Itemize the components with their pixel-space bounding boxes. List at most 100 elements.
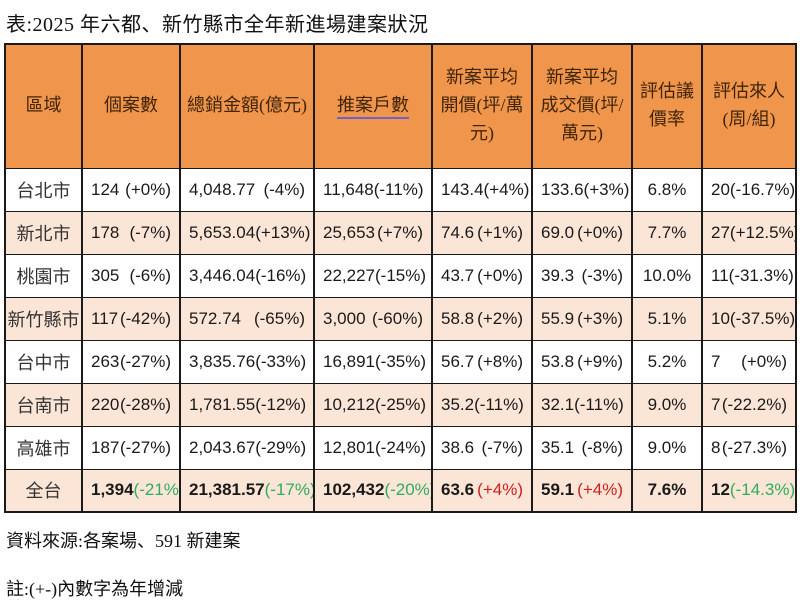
avg-deal-price-cell: 69.0 (+0%): [531, 210, 633, 255]
yoy-change: (+3%): [577, 308, 623, 328]
table-body: 台北市 124 (+0%) 4,048.77 (-4%) 11,648 (-11%) …: [4, 167, 797, 513]
yoy-change: (+0%): [741, 351, 787, 371]
yoy-change: (+0%): [577, 222, 623, 242]
region-cell: 桃園市: [4, 253, 83, 298]
avg-asking-price-cell: 63.6 (+4%): [431, 468, 533, 513]
footnotes: 資料來源:各案場、591 新建案 註:(+-)內數字為年增減: [6, 527, 796, 600]
avg-asking-price-cell: 35.2 (-11%): [431, 382, 533, 427]
table-row: 全台 1,394 (-21%) 21,381.57 (-17%) 102,432 (-…: [4, 468, 797, 513]
yoy-change: (-20%): [384, 480, 432, 500]
value: 9.0%: [647, 437, 687, 457]
negotiation-rate-cell: 7.7%: [631, 210, 703, 255]
avg-asking-price-cell: 38.6 (-7%): [431, 425, 533, 470]
avg-deal-price-cell: 59.1 (+4%): [531, 468, 633, 513]
header-negotiation-rate: 評估議價率: [631, 43, 703, 169]
value: 25,653: [323, 222, 375, 242]
value: 11: [711, 265, 729, 285]
value: 38.6: [441, 437, 475, 457]
table-row: 高雄市 187 (-27%) 2,043.67 (-29%) 12,801 (-24%…: [4, 425, 797, 470]
value: 39.3: [541, 265, 575, 285]
note-mark: 註: [6, 579, 24, 599]
yoy-change: (+2%): [477, 308, 523, 328]
negotiation-rate-cell: 9.0%: [631, 382, 703, 427]
region-cell: 新竹縣市: [4, 296, 83, 341]
yoy-change: (-16.7%): [729, 179, 796, 199]
table-row: 台中市 263 (-27%) 3,835.76 (-33%) 16,891 (-35%…: [4, 339, 797, 384]
yoy-change: (-8%): [581, 437, 623, 457]
case-count-cell: 220 (-28%): [81, 382, 181, 427]
value: 53.8: [541, 351, 575, 371]
header-case-count: 個案數: [81, 43, 181, 169]
value: 20: [711, 179, 730, 199]
value: 1,394: [91, 480, 134, 500]
avg-asking-price-cell: 58.8 (+2%): [431, 296, 533, 341]
value: 263: [91, 351, 120, 371]
avg-deal-price-cell: 53.8 (+9%): [531, 339, 633, 384]
value: 3,000: [323, 308, 366, 328]
yoy-change: (-22.2%): [721, 394, 787, 414]
value: 572.74: [189, 308, 241, 328]
case-count-cell: 305 (-6%): [81, 253, 181, 298]
value: 32.1: [541, 394, 575, 414]
yoy-change: (-27%): [119, 437, 171, 457]
units-launched-cell: 25,653 (+7%): [313, 210, 433, 255]
value: 12: [711, 480, 730, 500]
case-count-cell: 1,394 (-21%): [81, 468, 181, 513]
yoy-change: (-35%): [375, 351, 427, 371]
table-row: 台南市 220 (-28%) 1,781.55 (-12%) 10,212 (-25%…: [4, 382, 797, 427]
value: 35.1: [541, 437, 575, 457]
value: 27: [711, 222, 730, 242]
avg-asking-price-cell: 56.7 (+8%): [431, 339, 533, 384]
value: 43.7: [441, 265, 475, 285]
avg-asking-price-cell: 43.7 (+0%): [431, 253, 533, 298]
yoy-change: (-15%): [375, 265, 427, 285]
yoy-change: (-60%): [371, 308, 423, 328]
yoy-change: (-65%): [253, 308, 305, 328]
negotiation-rate-cell: 10.0%: [631, 253, 703, 298]
yoy-change: (-42%): [119, 308, 171, 328]
case-count-cell: 178 (-7%): [81, 210, 181, 255]
yoy-change: (-33%): [255, 351, 307, 371]
visitors-cell: 7 (+0%): [701, 339, 797, 384]
yoy-change: (-29%): [255, 437, 307, 457]
value: 10.0%: [642, 265, 692, 285]
negotiation-rate-cell: 5.2%: [631, 339, 703, 384]
header-visitors: 評估來人(周/組): [701, 43, 797, 169]
value: 21,381.57: [189, 480, 265, 500]
yoy-change: (-25%): [375, 394, 427, 414]
avg-deal-price-cell: 133.6 (+3%): [531, 167, 633, 212]
yoy-change: (-12%): [255, 394, 307, 414]
yoy-change: (+9%): [577, 351, 623, 371]
value: 3,446.04: [189, 265, 256, 285]
value: 7.6%: [647, 480, 687, 500]
visitors-cell: 8 (-27.3%): [701, 425, 797, 470]
header-avg-deal-price: 新案平均成交價(坪/萬元): [531, 43, 633, 169]
value: 55.9: [541, 308, 575, 328]
avg-deal-price-cell: 32.1 (-11%): [531, 382, 633, 427]
case-count-cell: 187 (-27%): [81, 425, 181, 470]
total-sales-cell: 3,835.76 (-33%): [179, 339, 315, 384]
avg-deal-price-cell: 35.1 (-8%): [531, 425, 633, 470]
note-text: :(+-)內數字為年增減: [24, 579, 184, 599]
value: 102,432: [323, 480, 385, 500]
total-sales-cell: 5,653.04 (+13%): [179, 210, 315, 255]
value: 58.8: [441, 308, 475, 328]
total-sales-cell: 1,781.55 (-12%): [179, 382, 315, 427]
value: 305: [91, 265, 120, 285]
yoy-change: (+12.5%): [729, 222, 796, 242]
yoy-change: (+7%): [377, 222, 423, 242]
value: 16,891: [323, 351, 375, 371]
visitors-cell: 7 (-22.2%): [701, 382, 797, 427]
yoy-change: (+3%): [583, 179, 630, 199]
page-title: 表:2025 年六都、新竹縣市全年新進場建案狀況: [6, 14, 429, 36]
yoy-change: (+4%): [577, 480, 623, 500]
value: 35.2: [441, 394, 475, 414]
region-cell: 全台: [4, 468, 83, 513]
value: 11,648: [323, 179, 374, 199]
yoy-change: (+1%): [477, 222, 523, 242]
yoy-change: (-11%): [474, 394, 524, 414]
units-launched-cell: 12,801 (-24%): [313, 425, 433, 470]
yoy-change: (+0%): [477, 265, 523, 285]
negotiation-rate-cell: 5.1%: [631, 296, 703, 341]
